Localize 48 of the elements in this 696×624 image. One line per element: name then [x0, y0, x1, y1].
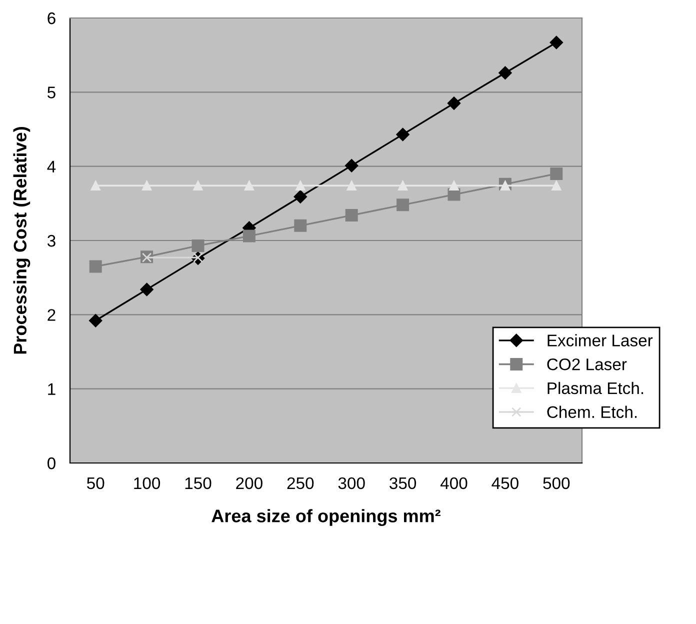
y-tick-label: 1 [48, 383, 56, 395]
x-tick-label: 50 [87, 477, 104, 490]
point [552, 180, 562, 190]
y-tick-label: 5 [48, 86, 56, 98]
y-tick-label: 6 [48, 12, 56, 24]
point [498, 66, 512, 80]
x-tick-label: 400 [440, 477, 468, 490]
point [294, 190, 307, 204]
point [296, 180, 306, 190]
x-tick-label: 200 [236, 477, 262, 490]
x-tick-label: 350 [390, 477, 416, 490]
y-tick-label: 4 [47, 160, 56, 172]
y-tick-label: 3 [47, 234, 56, 247]
point [396, 198, 410, 212]
point [346, 180, 356, 190]
x-tick-label: 300 [338, 477, 365, 490]
point [447, 96, 461, 110]
point [345, 159, 358, 172]
x-axis-title: Area size of openings mm² [212, 509, 441, 526]
point [89, 260, 102, 273]
x-tick-label: 250 [287, 477, 314, 490]
point [192, 239, 204, 252]
y-tick-label: 2 [48, 309, 56, 321]
point [142, 180, 152, 190]
point [294, 219, 307, 232]
x-tick-label: 150 [185, 477, 212, 490]
point [140, 282, 154, 296]
x-tick-label: 500 [543, 477, 570, 490]
point [398, 180, 408, 190]
x-tick-label: 100 [134, 477, 160, 490]
point [396, 128, 410, 142]
point [550, 168, 563, 180]
point [193, 180, 203, 190]
legend-label: CO2 Laser [547, 358, 627, 370]
point [550, 36, 563, 50]
y-axis-title: Processing Cost (Relative) [13, 127, 30, 354]
point [90, 180, 100, 190]
y-tick-label: 0 [47, 457, 56, 470]
legend-label: Excimer Laser [548, 334, 653, 346]
point [244, 180, 254, 190]
point [242, 230, 256, 242]
legend-label: Chem. Etch. [547, 406, 637, 418]
x-tick-label: 450 [492, 477, 518, 490]
point [500, 180, 510, 190]
point [89, 314, 102, 328]
legend-label: Plasma Etch. [548, 382, 644, 394]
point [449, 180, 459, 190]
point [345, 209, 358, 222]
